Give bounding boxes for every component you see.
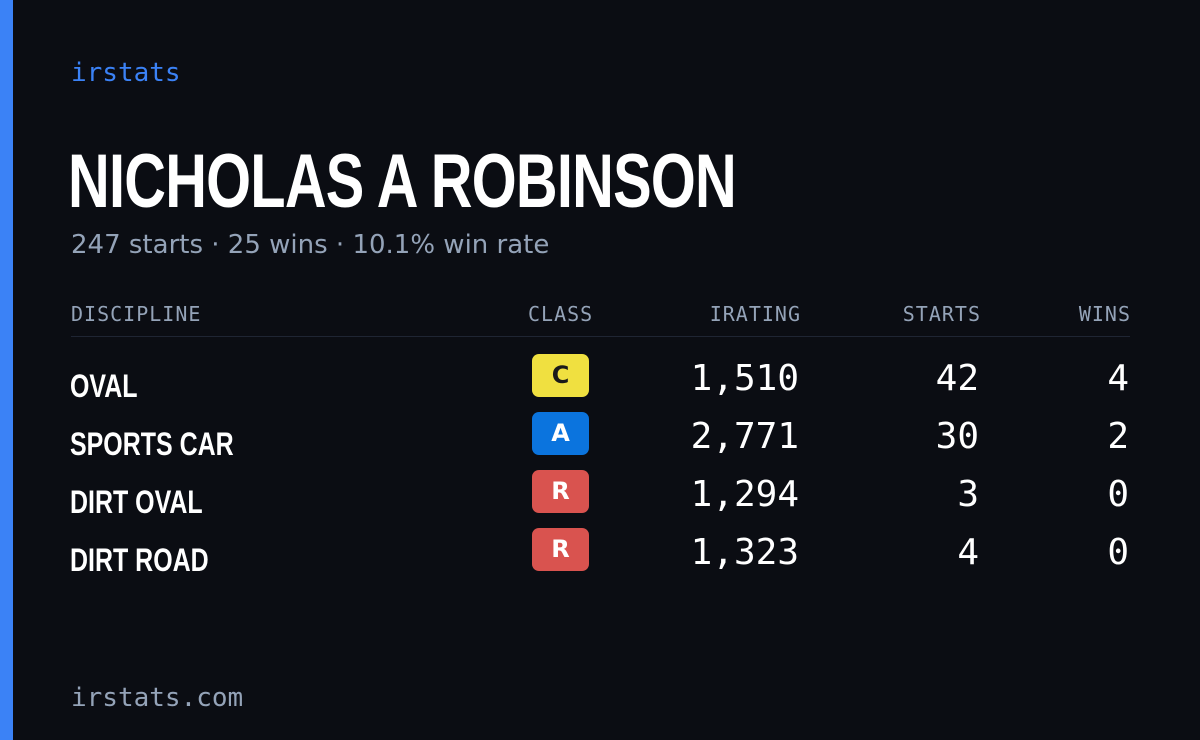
irating-value: 1,323 bbox=[690, 532, 799, 573]
starts-value: 30 bbox=[935, 416, 979, 457]
discipline-name: OVAL bbox=[70, 368, 138, 404]
class-badge: C bbox=[532, 354, 589, 397]
irating-value: 1,294 bbox=[690, 474, 799, 515]
header-divider bbox=[71, 336, 1130, 337]
wins-value: 0 bbox=[1107, 532, 1129, 573]
class-badge: R bbox=[532, 470, 589, 513]
table-row: DIRT ROAD R 1,323 4 0 bbox=[0, 528, 1200, 586]
table-row: OVAL C 1,510 42 4 bbox=[0, 354, 1200, 412]
driver-summary: 247 starts · 25 wins · 10.1% win rate bbox=[71, 230, 550, 260]
discipline-name: DIRT OVAL bbox=[70, 484, 203, 520]
accent-bar bbox=[0, 0, 13, 740]
brand-logo-text: irstats bbox=[71, 58, 181, 88]
discipline-name: DIRT ROAD bbox=[70, 542, 209, 578]
header-wins: WINS bbox=[1078, 302, 1131, 326]
wins-value: 2 bbox=[1107, 416, 1129, 457]
header-discipline: DISCIPLINE bbox=[71, 302, 202, 326]
starts-value: 4 bbox=[957, 532, 979, 573]
class-badge: A bbox=[532, 412, 589, 455]
starts-value: 3 bbox=[957, 474, 979, 515]
irating-value: 2,771 bbox=[690, 416, 799, 457]
header-irating: IRATING bbox=[709, 302, 801, 326]
table-row: SPORTS CAR A 2,771 30 2 bbox=[0, 412, 1200, 470]
irating-value: 1,510 bbox=[690, 358, 799, 399]
discipline-name: SPORTS CAR bbox=[70, 426, 234, 462]
wins-value: 4 bbox=[1107, 358, 1129, 399]
driver-name: NICHOLAS A ROBINSON bbox=[68, 139, 737, 224]
header-starts: STARTS bbox=[902, 302, 981, 326]
starts-value: 42 bbox=[935, 358, 979, 399]
footer-url: irstats.com bbox=[71, 683, 244, 713]
wins-value: 0 bbox=[1107, 474, 1129, 515]
class-badge: R bbox=[532, 528, 589, 571]
table-row: DIRT OVAL R 1,294 3 0 bbox=[0, 470, 1200, 528]
header-class: CLASS bbox=[528, 302, 594, 326]
